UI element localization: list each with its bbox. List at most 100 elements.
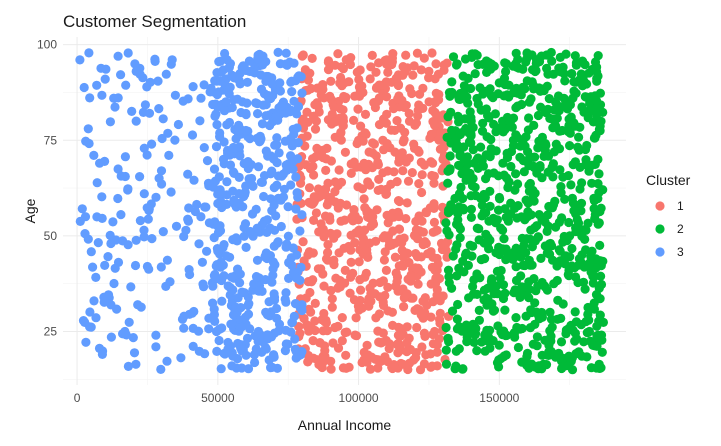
point-cluster-2 — [581, 155, 591, 165]
y-axis-title: Age — [22, 198, 38, 223]
point-cluster-1 — [388, 320, 398, 330]
point-cluster-3 — [243, 157, 253, 167]
point-cluster-2 — [556, 313, 566, 323]
point-cluster-1 — [404, 108, 414, 119]
point-cluster-1 — [374, 309, 384, 319]
point-cluster-2 — [492, 215, 502, 225]
point-cluster-2 — [570, 51, 580, 61]
point-cluster-3 — [154, 104, 164, 114]
point-cluster-3 — [286, 151, 296, 161]
point-cluster-1 — [419, 160, 429, 170]
point-cluster-3 — [214, 335, 224, 346]
point-cluster-1 — [337, 336, 347, 346]
point-cluster-1 — [351, 162, 362, 172]
point-cluster-1 — [392, 73, 402, 83]
point-cluster-1 — [320, 317, 330, 327]
point-cluster-2 — [454, 263, 464, 273]
point-cluster-1 — [384, 344, 394, 354]
y-tick-label: 75 — [44, 133, 58, 147]
point-cluster-1 — [431, 59, 441, 69]
point-cluster-1 — [323, 240, 333, 250]
point-cluster-2 — [445, 151, 455, 161]
point-cluster-1 — [360, 128, 370, 138]
point-cluster-1 — [323, 255, 333, 265]
point-cluster-1 — [374, 93, 384, 103]
point-cluster-2 — [546, 346, 556, 356]
point-cluster-1 — [304, 183, 315, 193]
point-cluster-2 — [508, 61, 518, 71]
point-cluster-3 — [202, 156, 213, 166]
point-cluster-1 — [298, 123, 309, 133]
point-cluster-2 — [575, 122, 585, 132]
point-cluster-3 — [127, 106, 137, 116]
point-cluster-1 — [398, 359, 408, 369]
point-cluster-1 — [338, 64, 348, 74]
legend-key-cluster-1 — [655, 201, 665, 211]
point-cluster-3 — [130, 260, 141, 271]
point-cluster-2 — [466, 138, 476, 148]
point-cluster-3 — [91, 313, 101, 323]
point-cluster-3 — [120, 326, 130, 337]
point-cluster-2 — [477, 156, 487, 166]
point-cluster-3 — [205, 87, 215, 97]
point-cluster-2 — [576, 320, 586, 330]
point-cluster-3 — [217, 189, 227, 199]
point-cluster-3 — [198, 279, 208, 289]
point-cluster-2 — [570, 307, 580, 317]
point-cluster-2 — [532, 332, 543, 342]
point-cluster-2 — [555, 165, 565, 175]
point-cluster-3 — [247, 209, 258, 219]
point-cluster-2 — [537, 277, 547, 288]
point-cluster-3 — [283, 231, 293, 241]
point-cluster-1 — [370, 289, 380, 299]
point-cluster-1 — [328, 338, 338, 348]
point-cluster-3 — [269, 183, 279, 193]
point-cluster-1 — [353, 182, 363, 192]
point-cluster-2 — [549, 279, 559, 289]
point-cluster-3 — [197, 257, 207, 267]
point-cluster-3 — [116, 171, 126, 181]
point-cluster-2 — [533, 110, 544, 121]
point-cluster-3 — [88, 262, 98, 272]
point-cluster-3 — [91, 272, 101, 282]
point-cluster-2 — [529, 274, 539, 284]
point-cluster-3 — [215, 221, 225, 231]
point-cluster-3 — [241, 125, 251, 136]
point-cluster-3 — [208, 99, 218, 110]
point-cluster-1 — [372, 205, 382, 215]
point-cluster-3 — [162, 356, 172, 366]
point-cluster-1 — [336, 128, 346, 138]
point-cluster-2 — [460, 91, 470, 101]
point-cluster-2 — [472, 346, 482, 356]
point-cluster-1 — [336, 177, 347, 187]
point-cluster-3 — [196, 212, 206, 222]
point-cluster-2 — [498, 225, 508, 235]
point-cluster-1 — [374, 337, 384, 347]
point-cluster-1 — [418, 83, 428, 93]
point-cluster-2 — [485, 201, 495, 211]
point-cluster-3 — [291, 204, 301, 214]
point-cluster-2 — [556, 182, 566, 192]
point-cluster-3 — [142, 203, 152, 213]
point-cluster-1 — [327, 294, 337, 304]
point-cluster-2 — [510, 285, 520, 295]
point-cluster-1 — [383, 218, 393, 228]
point-cluster-2 — [592, 331, 602, 341]
point-cluster-2 — [523, 125, 534, 135]
point-cluster-1 — [424, 66, 434, 76]
point-cluster-2 — [492, 266, 502, 276]
point-cluster-1 — [326, 76, 336, 86]
point-cluster-1 — [333, 283, 343, 293]
point-cluster-1 — [298, 114, 308, 124]
point-cluster-3 — [216, 67, 226, 77]
point-cluster-1 — [417, 187, 427, 198]
point-cluster-2 — [569, 206, 579, 216]
point-cluster-3 — [270, 260, 280, 270]
point-cluster-2 — [452, 314, 462, 324]
point-cluster-2 — [592, 66, 602, 77]
point-cluster-2 — [466, 116, 476, 126]
point-cluster-1 — [381, 265, 391, 275]
point-cluster-2 — [445, 91, 455, 101]
point-cluster-3 — [215, 76, 225, 86]
point-cluster-2 — [485, 152, 495, 162]
